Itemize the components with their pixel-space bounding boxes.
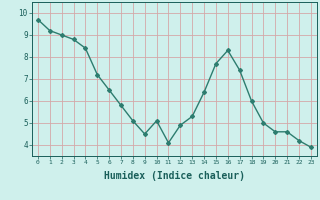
X-axis label: Humidex (Indice chaleur): Humidex (Indice chaleur) <box>104 171 245 181</box>
